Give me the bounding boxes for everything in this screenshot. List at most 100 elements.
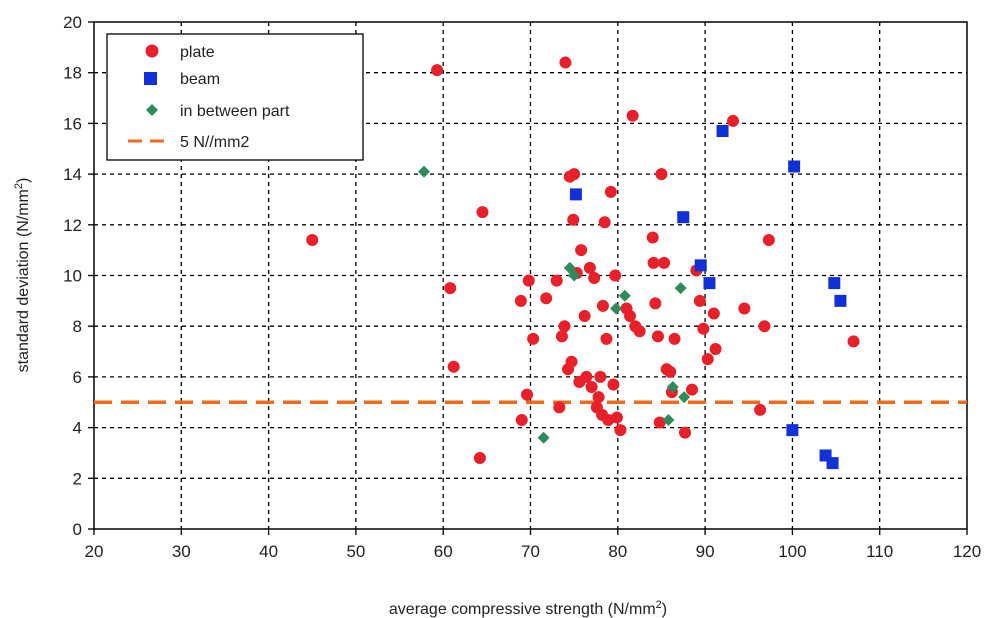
data-point-plate (709, 343, 722, 356)
legend-label-reference: 5 N//mm2 (180, 134, 249, 151)
data-point-plate (679, 426, 692, 439)
data-point-plate (521, 388, 534, 401)
data-point-plate (653, 416, 666, 429)
data-point-plate (651, 330, 664, 343)
data-point-in-between-part (666, 381, 679, 394)
data-point-plate (847, 335, 860, 348)
data-point-plate (758, 320, 771, 333)
y-tick-label: 20 (63, 13, 82, 32)
data-point-in-between-part (417, 165, 430, 178)
data-point-plate (754, 403, 767, 416)
data-point-plate (762, 234, 775, 247)
data-point-beam (826, 457, 839, 470)
data-point-plate (583, 261, 596, 274)
data-point-plate (598, 216, 611, 229)
data-point-plate (609, 269, 622, 282)
data-point-in-between-part (678, 391, 691, 404)
data-point-plate (686, 383, 699, 396)
y-tick-label: 8 (73, 317, 82, 336)
data-point-plate (738, 302, 751, 315)
data-point-plate (559, 56, 572, 69)
x-tick-label: 100 (778, 542, 806, 561)
x-tick-label: 90 (696, 542, 715, 561)
data-point-plate (600, 332, 613, 345)
data-point-beam (834, 294, 847, 307)
data-point-in-between-part (674, 282, 687, 295)
data-point-beam (828, 277, 841, 290)
data-point-plate (306, 234, 319, 247)
data-point-plate (567, 213, 580, 226)
data-point-plate (604, 185, 617, 198)
legend-marker-beam (144, 72, 157, 85)
data-point-plate (594, 370, 607, 383)
data-point-plate (473, 452, 486, 465)
data-point-plate (522, 274, 535, 287)
x-tick-label: 40 (259, 542, 278, 561)
legend-label-beam: beam (180, 71, 220, 88)
data-point-plate (658, 256, 671, 269)
x-tick-label: 50 (346, 542, 365, 561)
data-point-plate (447, 360, 460, 373)
data-point-plate (668, 332, 681, 345)
y-tick-label: 4 (73, 419, 82, 438)
y-tick-label: 10 (63, 267, 82, 286)
legend-label-plate: plate (180, 44, 215, 61)
y-tick-label: 16 (63, 114, 82, 133)
data-point-plate (540, 292, 553, 305)
data-point-plate (664, 365, 677, 378)
data-point-plate (655, 168, 668, 181)
data-point-plate (727, 114, 740, 127)
data-point-plate (431, 64, 444, 77)
data-point-plate (633, 325, 646, 338)
legend: plate beam in between part 5 N//mm2 (106, 33, 364, 161)
data-point-plate (697, 322, 710, 335)
data-point-plate (580, 370, 593, 383)
data-point-plate (527, 332, 540, 345)
x-axis: 20 30 40 50 60 70 80 90 100 110 120 (85, 529, 981, 561)
data-point-plate (614, 424, 627, 437)
y-tick-label: 0 (73, 520, 82, 539)
x-tick-label: 80 (608, 542, 627, 561)
data-point-plate (707, 307, 720, 320)
data-point-plate (607, 378, 620, 391)
y-tick-label: 12 (63, 216, 82, 235)
y-tick-label: 18 (63, 64, 82, 83)
data-point-plate (444, 282, 457, 295)
data-point-plate (701, 353, 714, 366)
y-tick-label: 2 (73, 469, 82, 488)
data-point-plate (515, 413, 528, 426)
data-point-plate (565, 355, 578, 368)
legend-marker-plate (145, 44, 159, 58)
data-point-plate (568, 168, 581, 181)
data-point-in-between-part (568, 269, 581, 282)
data-points (306, 56, 860, 470)
data-point-beam (788, 160, 801, 173)
data-point-plate (578, 310, 591, 323)
x-tick-label: 110 (866, 542, 893, 561)
data-point-beam (694, 259, 707, 272)
y-tick-label: 14 (63, 165, 82, 184)
data-point-in-between-part (537, 431, 550, 444)
data-point-in-between-part (618, 289, 631, 302)
data-point-beam (786, 424, 799, 437)
data-point-beam (677, 211, 690, 224)
data-point-beam (703, 277, 716, 290)
x-tick-label: 120 (953, 542, 981, 561)
data-point-in-between-part (662, 413, 675, 426)
x-tick-label: 70 (521, 542, 540, 561)
data-point-plate (693, 294, 706, 307)
data-point-in-between-part (610, 302, 623, 315)
data-point-plate (555, 330, 568, 343)
data-point-plate (649, 297, 662, 310)
data-point-plate (624, 310, 637, 323)
data-point-plate (588, 272, 601, 285)
data-point-beam (569, 188, 582, 201)
data-point-plate (646, 231, 659, 244)
data-point-plate (558, 320, 571, 333)
data-point-plate (553, 401, 566, 414)
x-axis-label: average compressive strength (N/mm2) (389, 599, 667, 618)
x-tick-label: 20 (85, 542, 104, 561)
data-point-plate (550, 274, 563, 287)
data-point-plate (596, 299, 609, 312)
